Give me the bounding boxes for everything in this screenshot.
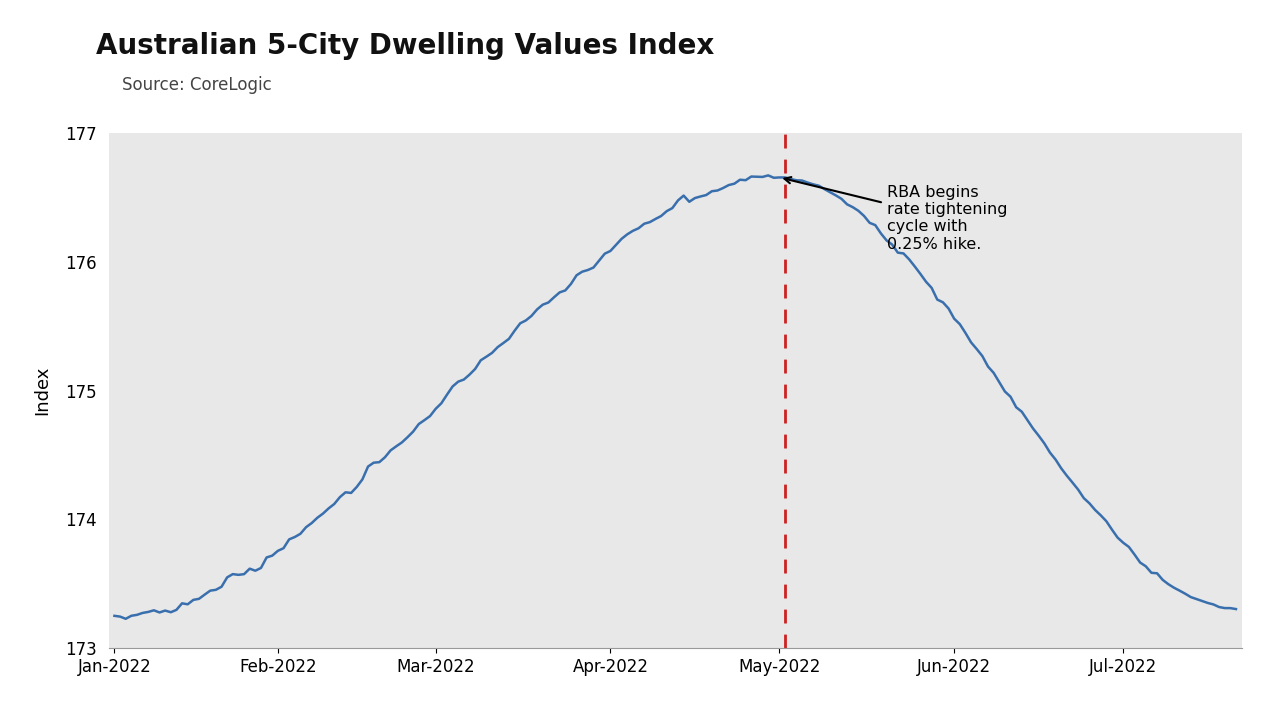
Text: Australian 5-City Dwelling Values Index: Australian 5-City Dwelling Values Index [96, 32, 714, 60]
Text: Source: CoreLogic: Source: CoreLogic [122, 76, 271, 94]
Text: BUSINESS: BUSINESS [1047, 100, 1180, 125]
Y-axis label: Index: Index [33, 366, 51, 415]
Text: MACRO: MACRO [1047, 46, 1180, 78]
Text: RBA begins
rate tightening
cycle with
0.25% hike.: RBA begins rate tightening cycle with 0.… [785, 177, 1007, 252]
